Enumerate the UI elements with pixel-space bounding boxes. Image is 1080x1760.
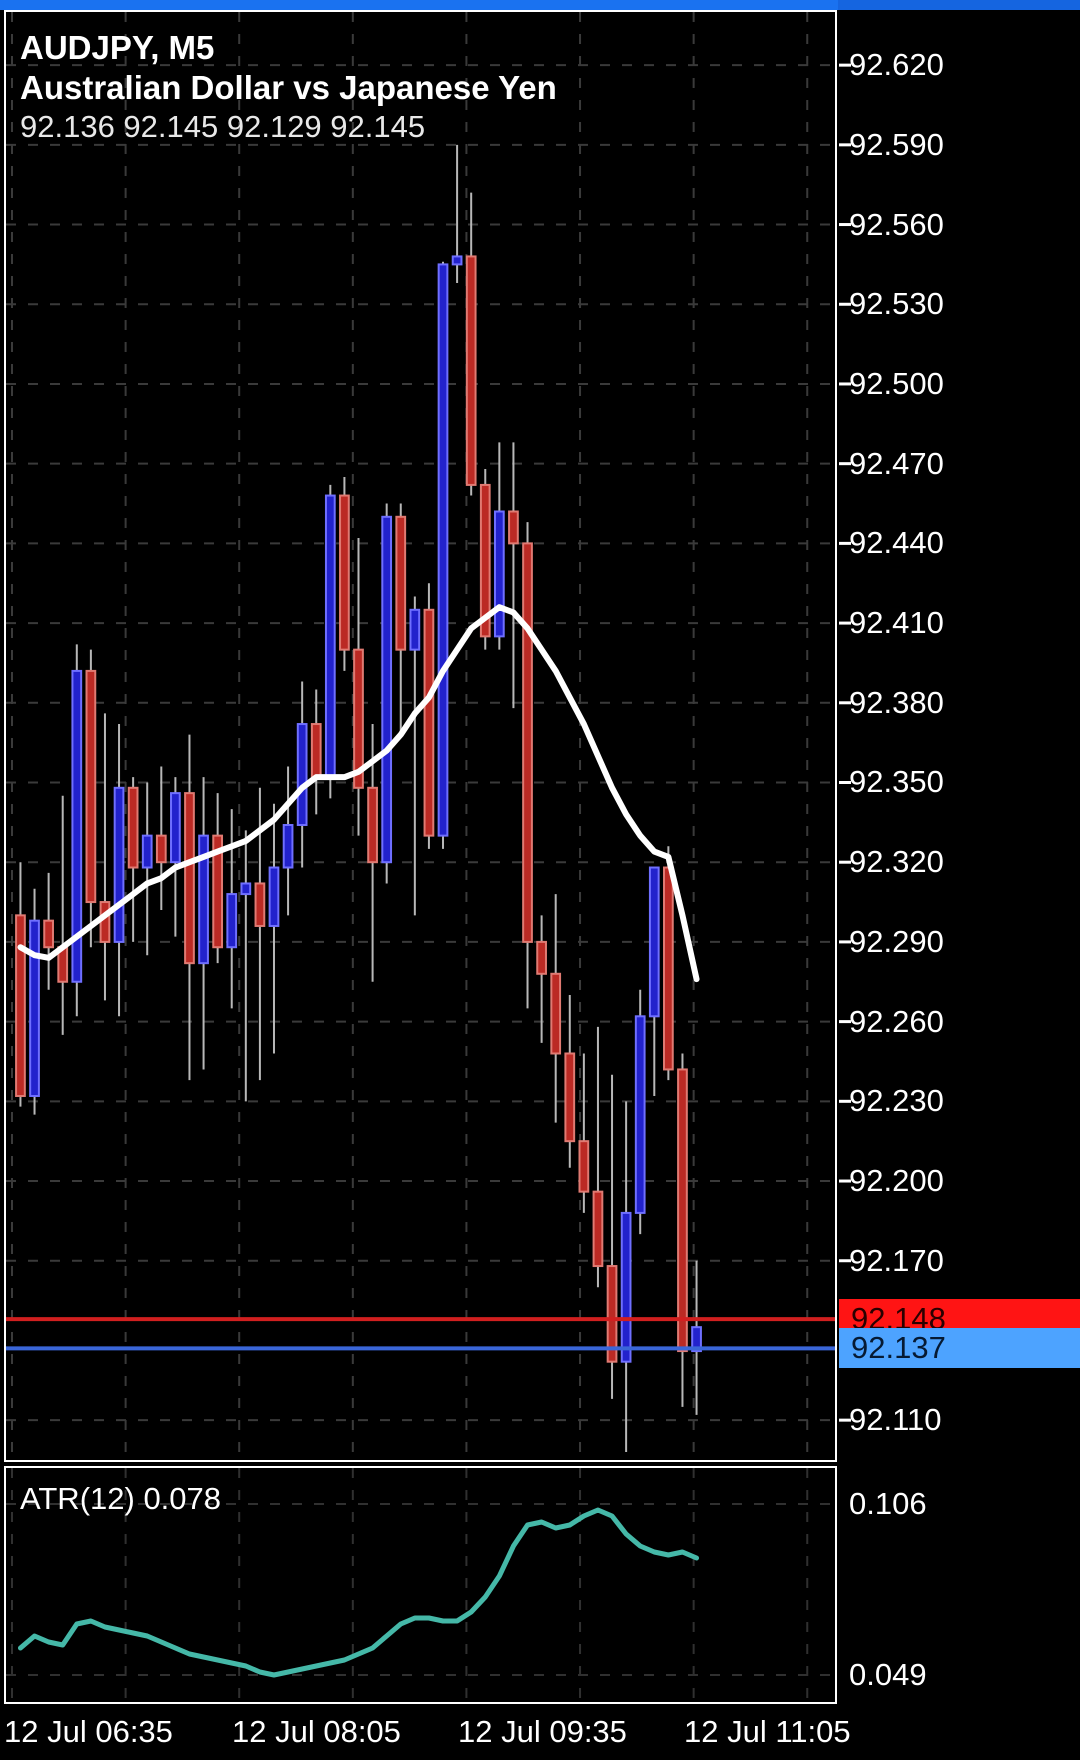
price-scale-label: 92.200 <box>849 1163 944 1199</box>
price-scale-label: 92.620 <box>849 47 944 83</box>
titlebar-active-region <box>0 0 838 10</box>
time-axis-label: 12 Jul 08:05 <box>232 1714 401 1749</box>
time-axis-label: 12 Jul 06:35 <box>4 1714 173 1749</box>
price-plot-canvas[interactable] <box>6 12 835 1460</box>
window-titlebar <box>0 0 1080 10</box>
price-scale-ticks <box>839 63 851 1422</box>
price-scale-label: 92.230 <box>849 1083 944 1119</box>
price-scale-label: 92.320 <box>849 844 944 880</box>
price-scale-label: 92.590 <box>849 126 944 162</box>
price-scale-label: 92.380 <box>849 684 944 720</box>
price-scale-label: 92.350 <box>849 764 944 800</box>
price-scale[interactable]: 92.620 92.590 92.560 92.530 92.500 92.470 92.4… <box>839 10 1080 1462</box>
price-scale-label: 92.290 <box>849 923 944 959</box>
atr-scale[interactable]: 0.106 0.049 <box>839 1466 1080 1704</box>
atr-scale-label: 0.106 <box>849 1486 927 1521</box>
time-axis-label: 12 Jul 09:35 <box>458 1714 627 1749</box>
price-scale-label: 92.110 <box>849 1402 942 1438</box>
time-axis-label: 12 Jul 11:05 <box>684 1714 851 1749</box>
bid-price-tag: 92.137 <box>839 1328 1080 1369</box>
atr-line-svg <box>6 1468 835 1702</box>
atr-indicator-label: ATR(12) 0.078 <box>20 1481 222 1516</box>
price-scale-label: 92.530 <box>849 286 944 322</box>
price-scale-label: 92.170 <box>849 1242 944 1278</box>
price-chart-panel[interactable]: AUDJPY, M5 Australian Dollar vs Japanese… <box>4 10 837 1462</box>
price-scale-label: 92.440 <box>849 525 944 561</box>
price-scale-label: 92.260 <box>849 1003 944 1039</box>
price-scale-label: 92.410 <box>849 605 944 641</box>
candlestick-svg <box>6 12 835 1460</box>
price-scale-label: 92.560 <box>849 206 944 242</box>
price-scale-label: 92.500 <box>849 365 944 401</box>
price-scale-label: 92.470 <box>849 445 944 481</box>
atr-scale-label: 0.049 <box>849 1657 927 1692</box>
atr-indicator-panel[interactable]: ATR(12) 0.078 <box>4 1466 837 1704</box>
time-axis: 12 Jul 06:35 12 Jul 08:05 12 Jul 09:35 12 J… <box>0 1706 1080 1760</box>
